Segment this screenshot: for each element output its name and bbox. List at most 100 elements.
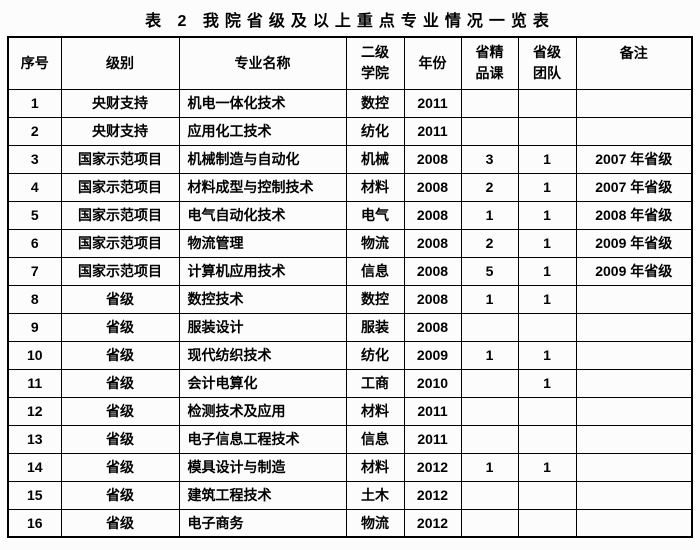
cell-seq: 12 xyxy=(7,396,62,426)
cell-course: 1 xyxy=(460,284,519,314)
cell-seq: 1 xyxy=(7,88,62,118)
cell-remark xyxy=(575,452,693,482)
cell-year: 2009 xyxy=(403,340,462,370)
cell-level: 省级 xyxy=(60,424,180,454)
cell-level: 省级 xyxy=(60,340,180,370)
table-row: 16 省级 电子商务 物流 2012 xyxy=(7,508,693,538)
cell-remark xyxy=(575,424,693,454)
cell-seq: 9 xyxy=(7,312,62,342)
table-title: 表 2 我院省级及以上重点专业情况一览表 xyxy=(145,13,555,30)
cell-level: 省级 xyxy=(60,312,180,342)
cell-course xyxy=(460,508,519,538)
table-row: 11 省级 会计电算化 工商 2010 1 xyxy=(7,368,693,398)
cell-year: 2008 xyxy=(403,200,462,230)
cell-major: 服装设计 xyxy=(178,312,347,342)
cell-year: 2008 xyxy=(403,284,462,314)
cell-major: 现代纺织技术 xyxy=(178,340,347,370)
cell-year: 2010 xyxy=(403,368,462,398)
cell-course xyxy=(460,312,519,342)
cell-level: 省级 xyxy=(60,480,180,510)
cell-level: 省级 xyxy=(60,368,180,398)
table-row: 13 省级 电子信息工程技术 信息 2011 xyxy=(7,424,693,454)
cell-remark: 2009 年省级 xyxy=(575,228,693,258)
cell-school: 工商 xyxy=(345,368,405,398)
cell-remark xyxy=(575,368,693,398)
cell-major: 会计电算化 xyxy=(178,368,347,398)
cell-seq: 5 xyxy=(7,200,62,230)
cell-course: 2 xyxy=(460,228,519,258)
cell-major: 建筑工程技术 xyxy=(178,480,347,510)
cell-team: 1 xyxy=(517,284,577,314)
cell-school: 材料 xyxy=(345,172,405,202)
cell-level: 央财支持 xyxy=(60,88,180,118)
cell-team: 1 xyxy=(517,144,577,174)
table-row: 12 省级 检测技术及应用 材料 2011 xyxy=(7,396,693,426)
cell-school: 机械 xyxy=(345,144,405,174)
header-remark: 备注 xyxy=(575,36,693,90)
cell-remark xyxy=(575,508,693,538)
cell-remark xyxy=(575,480,693,510)
cell-major: 模具设计与制造 xyxy=(178,452,347,482)
table-row: 14 省级 模具设计与制造 材料 2012 1 1 xyxy=(7,452,693,482)
cell-major: 电子信息工程技术 xyxy=(178,424,347,454)
table-row: 5 国家示范项目 电气自动化技术 电气 2008 1 1 2008 年省级 xyxy=(7,200,693,230)
cell-seq: 2 xyxy=(7,116,62,146)
table-row: 2 央财支持 应用化工技术 纺化 2011 xyxy=(7,116,693,146)
cell-team xyxy=(517,396,577,426)
cell-level: 国家示范项目 xyxy=(60,172,180,202)
header-seq: 序号 xyxy=(7,36,62,90)
cell-team: 1 xyxy=(517,368,577,398)
cell-year: 2011 xyxy=(403,88,462,118)
cell-team: 1 xyxy=(517,452,577,482)
cell-course: 1 xyxy=(460,452,519,482)
cell-seq: 11 xyxy=(7,368,62,398)
cell-major: 物流管理 xyxy=(178,228,347,258)
cell-level: 省级 xyxy=(60,452,180,482)
header-major: 专业名称 xyxy=(178,36,347,90)
cell-level: 省级 xyxy=(60,508,180,538)
cell-level: 国家示范项目 xyxy=(60,256,180,286)
cell-year: 2008 xyxy=(403,144,462,174)
header-course: 省精 品课 xyxy=(460,36,519,90)
cell-team xyxy=(517,508,577,538)
cell-year: 2008 xyxy=(403,312,462,342)
table-row: 6 国家示范项目 物流管理 物流 2008 2 1 2009 年省级 xyxy=(7,228,693,258)
cell-year: 2011 xyxy=(403,116,462,146)
cell-major: 应用化工技术 xyxy=(178,116,347,146)
cell-year: 2008 xyxy=(403,228,462,258)
table-row: 4 国家示范项目 材料成型与控制技术 材料 2008 2 1 2007 年省级 xyxy=(7,172,693,202)
cell-course xyxy=(460,396,519,426)
cell-team xyxy=(517,480,577,510)
cell-level: 省级 xyxy=(60,396,180,426)
cell-school: 服装 xyxy=(345,312,405,342)
cell-school: 物流 xyxy=(345,228,405,258)
cell-seq: 8 xyxy=(7,284,62,314)
table-row: 1 央财支持 机电一体化技术 数控 2011 xyxy=(7,88,693,118)
cell-major: 机电一体化技术 xyxy=(178,88,347,118)
cell-major: 检测技术及应用 xyxy=(178,396,347,426)
header-year: 年份 xyxy=(403,36,462,90)
cell-school: 纺化 xyxy=(345,116,405,146)
cell-team: 1 xyxy=(517,340,577,370)
cell-seq: 10 xyxy=(7,340,62,370)
cell-remark xyxy=(575,340,693,370)
cell-team xyxy=(517,116,577,146)
cell-major: 材料成型与控制技术 xyxy=(178,172,347,202)
cell-course: 1 xyxy=(460,200,519,230)
cell-major: 电气自动化技术 xyxy=(178,200,347,230)
cell-year: 2012 xyxy=(403,508,462,538)
cell-team xyxy=(517,312,577,342)
cell-course: 2 xyxy=(460,172,519,202)
header-row: 序号 级别 专业名称 二级 学院 年份 省精 品课 省级 团队 备注 xyxy=(7,36,693,90)
cell-seq: 13 xyxy=(7,424,62,454)
cell-level: 国家示范项目 xyxy=(60,144,180,174)
cell-remark: 2007 年省级 xyxy=(575,172,693,202)
cell-school: 土木 xyxy=(345,480,405,510)
cell-school: 材料 xyxy=(345,452,405,482)
table-row: 3 国家示范项目 机械制造与自动化 机械 2008 3 1 2007 年省级 xyxy=(7,144,693,174)
header-school: 二级 学院 xyxy=(345,36,405,90)
cell-school: 数控 xyxy=(345,284,405,314)
cell-course: 1 xyxy=(460,340,519,370)
cell-year: 2012 xyxy=(403,480,462,510)
